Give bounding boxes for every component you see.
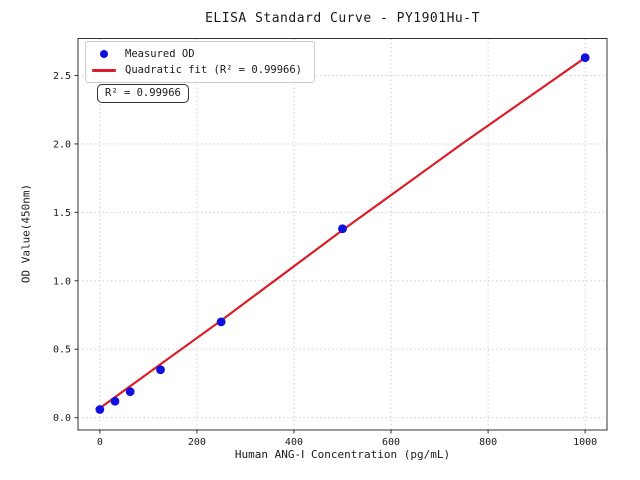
data-point bbox=[156, 365, 165, 375]
legend-label-measured: Measured OD bbox=[125, 48, 195, 60]
svg-text:1000: 1000 bbox=[573, 437, 597, 448]
chart-title: ELISA Standard Curve - PY1901Hu-T bbox=[205, 11, 480, 26]
x-ticks bbox=[99, 430, 586, 434]
data-point bbox=[338, 224, 347, 234]
svg-text:2.5: 2.5 bbox=[53, 71, 71, 82]
data-point bbox=[125, 387, 135, 397]
legend-label-fit: Quadratic fit (R² = 0.99966) bbox=[125, 64, 303, 76]
legend-item-measured: Measured OD bbox=[92, 46, 302, 62]
data-point bbox=[216, 317, 226, 327]
legend-swatch-measured bbox=[92, 50, 116, 58]
y-ticks bbox=[74, 74, 78, 419]
y-axis-label: OD Value(450nm) bbox=[19, 183, 33, 284]
legend-item-fit: Quadratic fit (R² = 0.99966) bbox=[92, 62, 302, 78]
svg-text:0.0: 0.0 bbox=[53, 413, 71, 424]
svg-text:1.0: 1.0 bbox=[53, 276, 71, 287]
x-axis-label: Human ANG-Ⅰ Concentration (pg/mL) bbox=[234, 448, 451, 461]
measured-points bbox=[95, 53, 590, 414]
svg-text:1.5: 1.5 bbox=[53, 208, 71, 219]
svg-text:0.5: 0.5 bbox=[53, 345, 71, 356]
fit-line-icon bbox=[92, 68, 116, 72]
data-point bbox=[580, 53, 590, 63]
y-tick-labels: 0.0 0.5 1.0 1.5 2.0 2.5 bbox=[53, 71, 71, 424]
svg-text:600: 600 bbox=[382, 437, 400, 448]
svg-text:400: 400 bbox=[285, 437, 303, 448]
measured-od-dot-icon bbox=[100, 50, 108, 58]
data-point bbox=[95, 405, 105, 414]
svg-text:2.0: 2.0 bbox=[53, 139, 71, 150]
plot-frame bbox=[77, 38, 608, 431]
svg-text:800: 800 bbox=[479, 437, 497, 448]
legend: Measured OD Quadratic fit (R² = 0.99966) bbox=[85, 41, 316, 83]
svg-text:0: 0 bbox=[97, 437, 103, 448]
r-squared-annotation: R² = 0.99966 bbox=[97, 84, 189, 103]
x-tick-labels: 0 200 400 600 800 1000 bbox=[97, 437, 597, 448]
svg-text:200: 200 bbox=[188, 437, 206, 448]
legend-swatch-fit bbox=[92, 68, 116, 72]
data-point bbox=[110, 396, 120, 406]
